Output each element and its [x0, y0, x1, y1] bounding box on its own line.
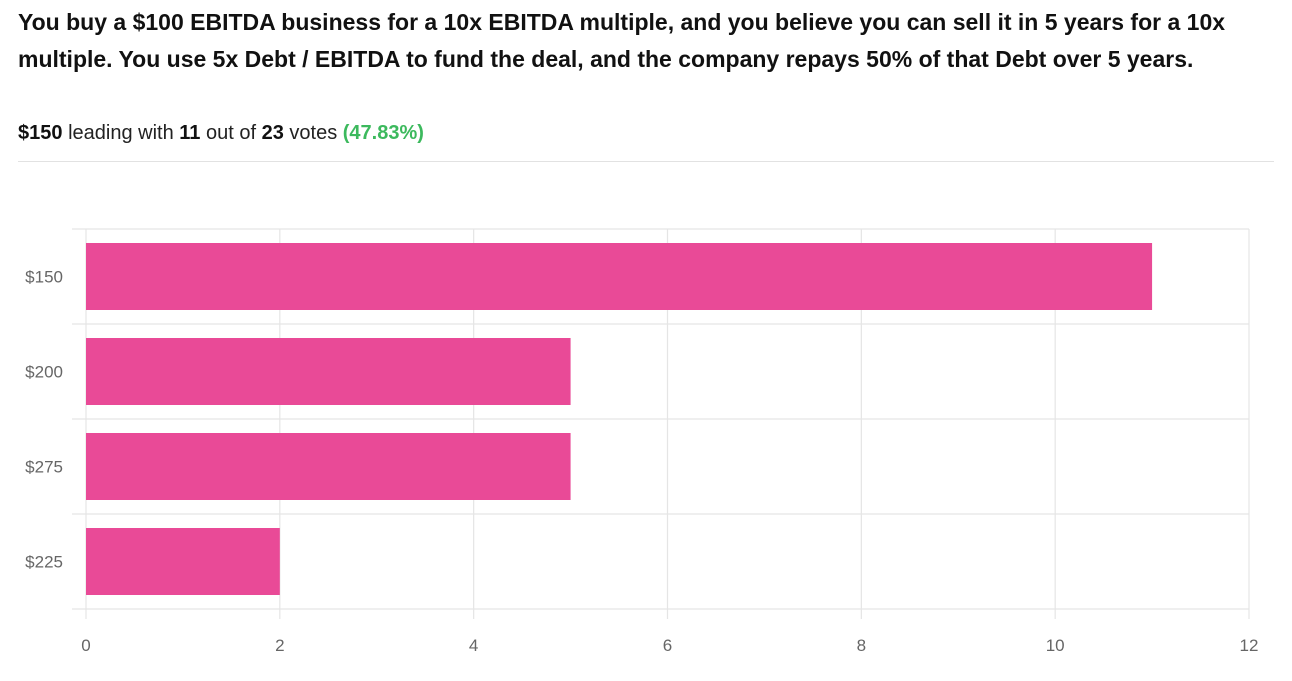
bar	[86, 338, 571, 405]
poll-question: You buy a $100 EBITDA business for a 10x…	[18, 9, 1226, 72]
poll-summary: $150 leading with 11 out of 23 votes (47…	[18, 119, 424, 147]
leader-percent: (47.83%)	[342, 122, 424, 144]
category-label: $225	[25, 553, 63, 572]
x-tick-label: 0	[81, 636, 90, 655]
x-tick-label: 10	[1046, 636, 1065, 655]
bar	[86, 433, 571, 500]
category-label: $275	[25, 458, 63, 477]
leader-option: $150	[18, 122, 63, 144]
x-tick-label: 6	[663, 636, 672, 655]
votes-text: votes	[289, 122, 338, 144]
category-label: $200	[25, 363, 63, 382]
divider	[18, 161, 1274, 162]
category-label: $150	[25, 268, 63, 287]
x-tick-label: 2	[275, 636, 284, 655]
x-tick-label: 8	[857, 636, 866, 655]
x-tick-label: 12	[1240, 636, 1259, 655]
bar	[86, 528, 280, 595]
bar	[86, 243, 1153, 310]
total-votes: 23	[261, 122, 284, 144]
out-of-text: out of	[205, 122, 257, 144]
leader-votes: 11	[179, 122, 201, 144]
leading-text: leading with	[68, 122, 174, 144]
x-tick-label: 4	[469, 636, 478, 655]
